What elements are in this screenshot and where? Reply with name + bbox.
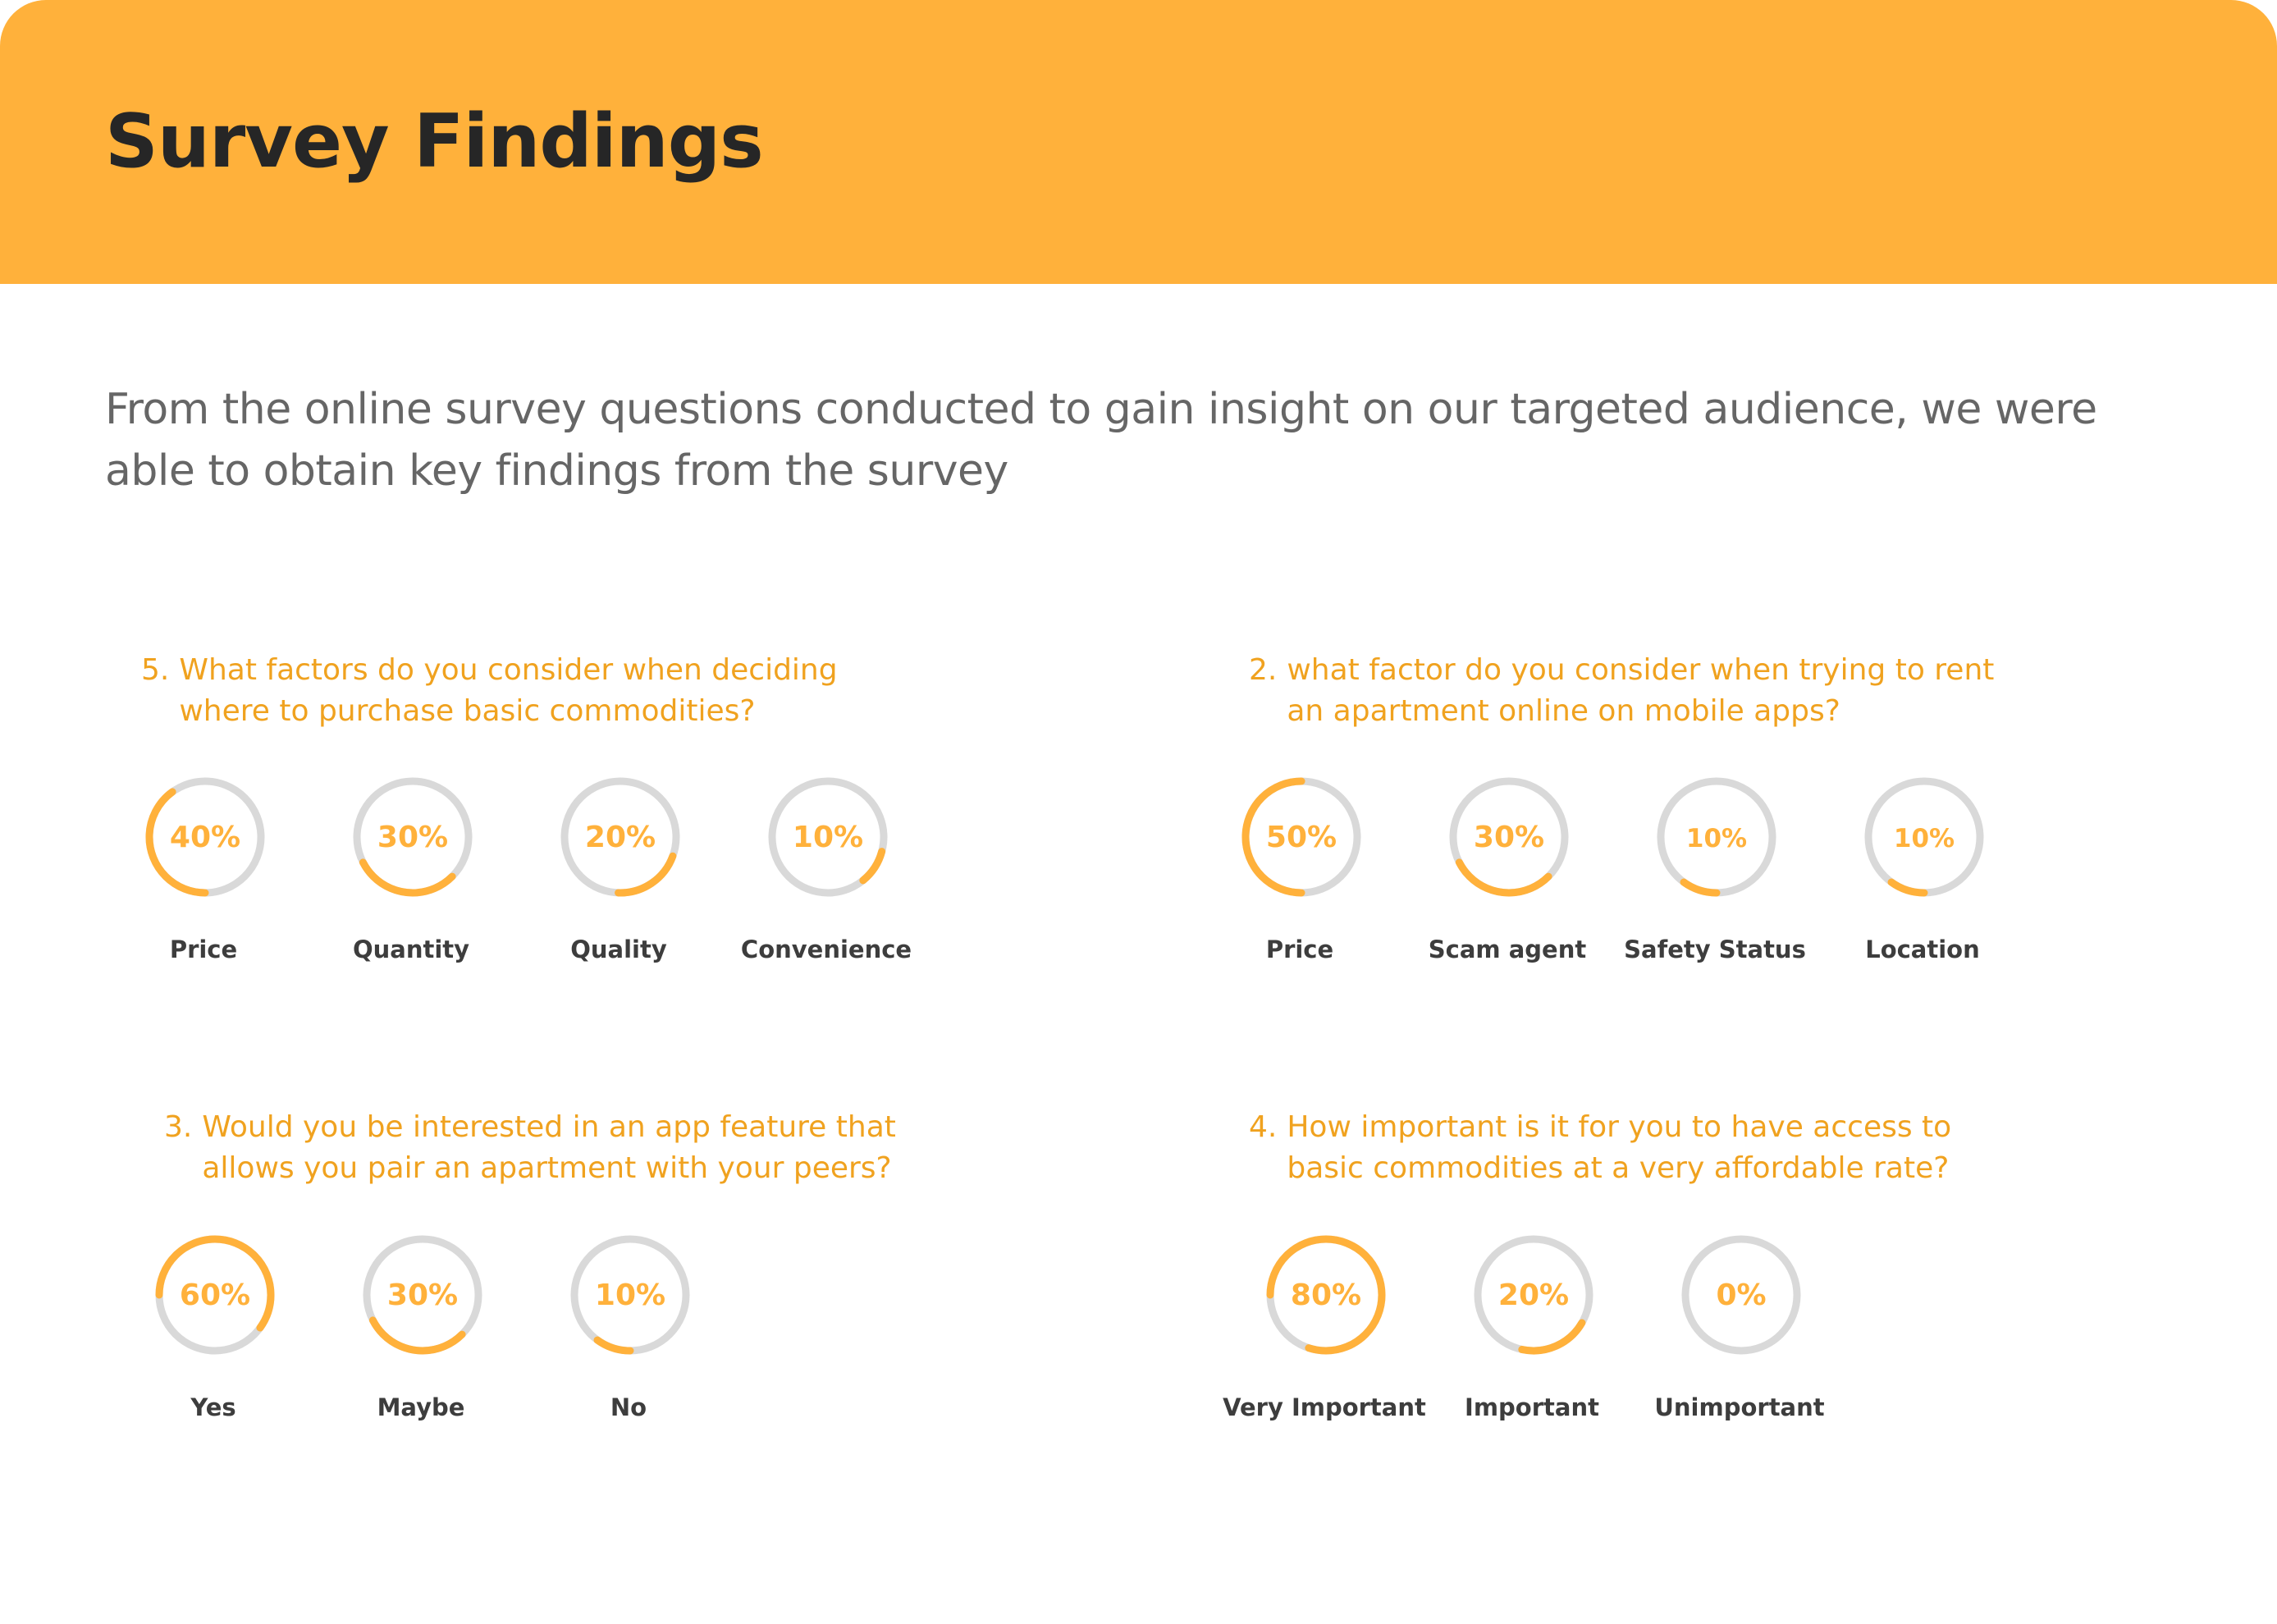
stat-label: Convenience bbox=[740, 936, 912, 963]
question-number: 2. bbox=[1249, 653, 1278, 687]
ring-progress-arc bbox=[155, 1235, 275, 1355]
stat-item: 10% Location bbox=[1824, 775, 2021, 988]
ring-progress-arc bbox=[1864, 777, 1984, 897]
question-3: 3. Would you be interested in an app fea… bbox=[164, 1107, 908, 1189]
percent-value: 50% bbox=[1265, 820, 1337, 854]
stat-label: Price bbox=[169, 936, 238, 963]
question-text: what factor do you consider when trying … bbox=[1287, 653, 1995, 728]
percent-value: 10% bbox=[1893, 824, 1955, 853]
stat-label: Unimportant bbox=[1654, 1393, 1825, 1421]
stat-item: 80% Very Important bbox=[1223, 1233, 1426, 1446]
ring-progress-arc bbox=[570, 1235, 690, 1355]
percentage-ring bbox=[570, 1235, 690, 1355]
stat-label: Important bbox=[1465, 1393, 1599, 1421]
percentage-ring bbox=[768, 777, 888, 897]
question-5: 5. What factors do you consider when dec… bbox=[141, 650, 917, 732]
percent-value: 30% bbox=[386, 1278, 459, 1312]
ring-progress-arc bbox=[1241, 777, 1361, 897]
percent-value: 40% bbox=[169, 820, 241, 854]
question-text: How important is it for you to have acce… bbox=[1287, 1110, 1952, 1185]
percentage-ring bbox=[1266, 1235, 1386, 1355]
percent-value: 20% bbox=[1497, 1278, 1570, 1312]
stat-item: 30% Scam agent bbox=[1409, 775, 1606, 988]
stat-item: 20% Quality bbox=[520, 775, 717, 988]
percentage-ring bbox=[363, 1235, 482, 1355]
question-number: 5. bbox=[141, 653, 170, 687]
stat-item: 60% Yes bbox=[115, 1233, 312, 1446]
stat-item: 50% Price bbox=[1201, 775, 1398, 988]
ring-track bbox=[1681, 1235, 1801, 1355]
ring-progress-arc bbox=[1657, 777, 1776, 897]
stat-label: Quality bbox=[570, 936, 667, 963]
ring-progress-arc bbox=[768, 777, 888, 897]
question-2: 2. what factor do you consider when tryi… bbox=[1249, 650, 2025, 732]
ring-progress-arc bbox=[560, 777, 680, 897]
stat-item: 30% Maybe bbox=[322, 1233, 519, 1446]
intro-paragraph: From the online survey questions conduct… bbox=[105, 385, 2097, 496]
percent-value: 10% bbox=[792, 820, 864, 854]
percentage-ring bbox=[1474, 1235, 1593, 1355]
percentage-ring bbox=[155, 1235, 275, 1355]
percent-value: 30% bbox=[1473, 820, 1545, 854]
percent-value: 30% bbox=[377, 820, 449, 854]
percentage-ring bbox=[560, 777, 680, 897]
stat-item: 0% Unimportant bbox=[1641, 1233, 1838, 1446]
ring-progress-arc bbox=[363, 1235, 482, 1355]
percentage-ring bbox=[1241, 777, 1361, 897]
stat-item: 10% Safety Status bbox=[1616, 775, 1813, 988]
stat-label: Scam agent bbox=[1428, 936, 1587, 963]
question-number: 4. bbox=[1249, 1110, 1278, 1144]
header-banner: Survey Findings bbox=[0, 0, 2277, 284]
stat-label: No bbox=[610, 1393, 647, 1421]
percent-value: 20% bbox=[584, 820, 656, 854]
stat-item: 40% Price bbox=[105, 775, 302, 988]
percent-value: 10% bbox=[1685, 824, 1748, 853]
stat-item: 10% Convenience bbox=[728, 775, 925, 988]
stat-label: Safety Status bbox=[1624, 936, 1806, 963]
percent-value: 10% bbox=[594, 1278, 666, 1312]
stat-item: 10% No bbox=[530, 1233, 727, 1446]
question-text: What factors do you consider when decidi… bbox=[179, 653, 838, 728]
percent-value: 80% bbox=[1290, 1278, 1362, 1312]
stat-label: Very Important bbox=[1223, 1393, 1426, 1421]
percentage-ring bbox=[1864, 777, 1984, 897]
stat-label: Maybe bbox=[377, 1393, 465, 1421]
stat-label: Yes bbox=[190, 1393, 236, 1421]
percentage-ring bbox=[1657, 777, 1776, 897]
stat-label: Quantity bbox=[352, 936, 470, 963]
question-4: 4. How important is it for you to have a… bbox=[1249, 1107, 2025, 1189]
question-text: Would you be interested in an app featur… bbox=[202, 1110, 896, 1185]
stat-item: 20% Important bbox=[1433, 1233, 1630, 1446]
page-title: Survey Findings bbox=[105, 98, 764, 185]
percentage-ring bbox=[353, 777, 473, 897]
percentage-ring bbox=[1681, 1235, 1801, 1355]
ring-progress-arc bbox=[145, 777, 265, 897]
percentage-ring bbox=[145, 777, 265, 897]
ring-progress-arc bbox=[353, 777, 473, 897]
ring-progress-arc bbox=[1266, 1235, 1386, 1355]
ring-progress-arc bbox=[1474, 1235, 1593, 1355]
stat-label: Location bbox=[1865, 936, 1980, 963]
stat-label: Price bbox=[1265, 936, 1334, 963]
stat-item: 30% Quantity bbox=[313, 775, 510, 988]
percentage-ring bbox=[1449, 777, 1569, 897]
question-number: 3. bbox=[164, 1110, 193, 1144]
ring-progress-arc bbox=[1449, 777, 1569, 897]
ring-track bbox=[768, 777, 888, 897]
percent-value: 0% bbox=[1716, 1278, 1767, 1312]
percent-value: 60% bbox=[179, 1278, 251, 1312]
